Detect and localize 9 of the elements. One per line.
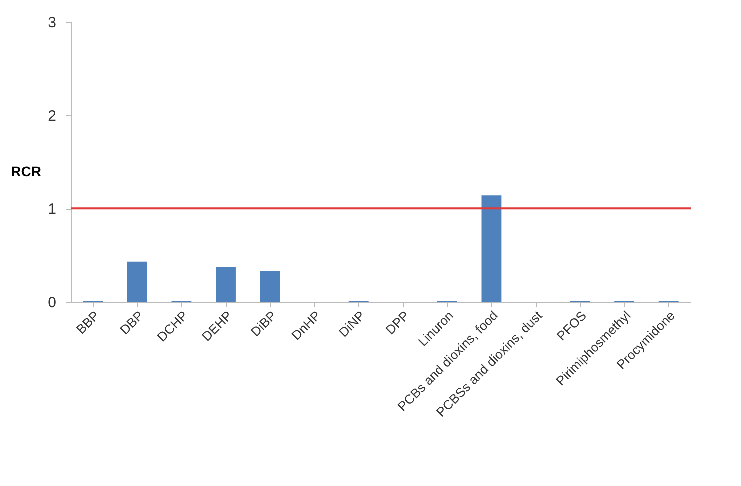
bar [260, 271, 280, 302]
bar [127, 262, 148, 302]
y-tick-label: 0 [48, 294, 56, 312]
y-tick-label: 3 [48, 14, 56, 32]
bar [482, 196, 502, 302]
bar [216, 267, 236, 302]
y-axis-title: RCR [11, 164, 42, 180]
y-tick-label: 1 [48, 201, 56, 218]
y-tick-label: 2 [48, 108, 56, 125]
